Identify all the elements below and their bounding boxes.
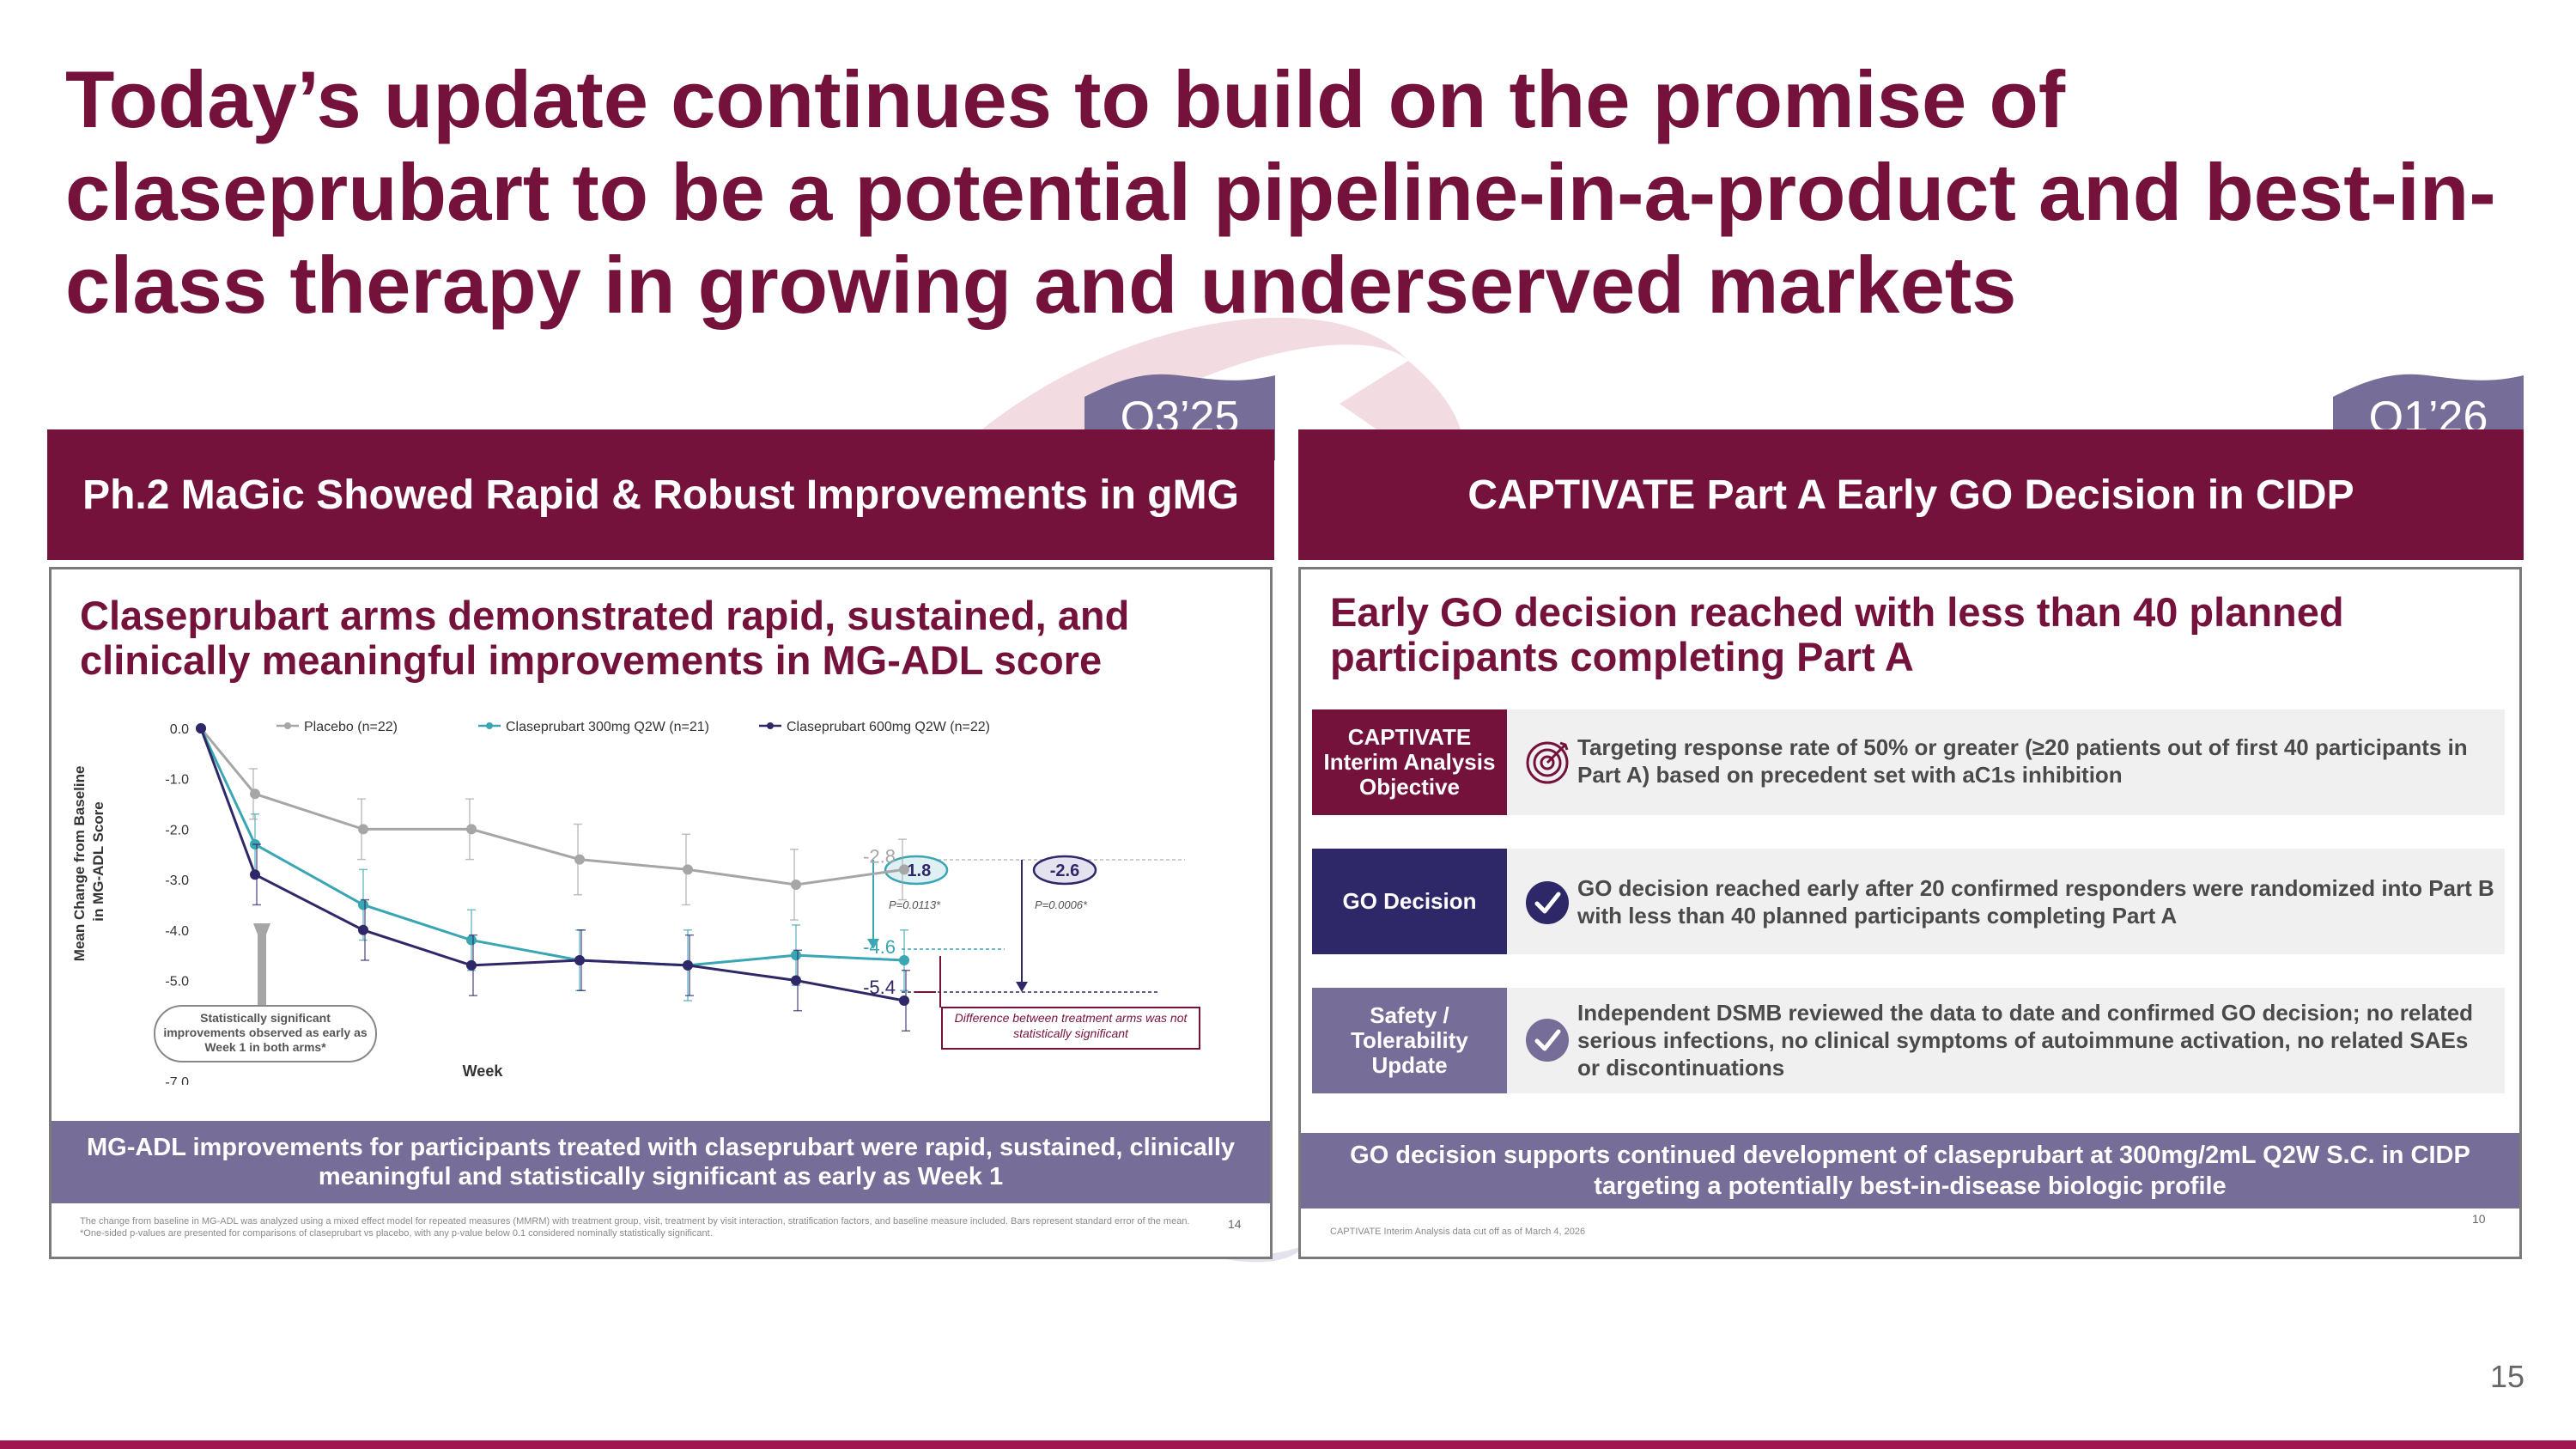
row-objective-label: CAPTIVATE Interim Analysis Objective [1312, 709, 1507, 815]
legend-label: Claseprubart 300mg Q2W (n=21) [506, 720, 709, 734]
right-footnote: CAPTIVATE Interim Analysis data cut off … [1330, 1227, 1586, 1237]
data-point [358, 924, 368, 935]
right-slide-number: 10 [2472, 1212, 2486, 1226]
p-value-300mg: P=0.0113* [889, 898, 941, 911]
legend-swatch-marker [767, 722, 774, 729]
note-fo: Difference between treatment arms was no… [954, 1011, 1188, 1040]
data-point [250, 869, 260, 880]
page-number: 15 [2489, 1359, 2524, 1394]
legend-swatch-marker [486, 722, 493, 729]
legend-label: Claseprubart 600mg Q2W (n=22) [787, 720, 990, 734]
data-point [791, 879, 801, 890]
series-end-label: -4.6 [863, 936, 896, 958]
y-tick-label: -4.0 [165, 924, 189, 939]
series-line [199, 728, 905, 1002]
data-point [196, 723, 206, 734]
bottom-rule [0, 1440, 2576, 1449]
week1-callout-text: Statistically significant improvements o… [163, 1011, 368, 1054]
data-point [899, 995, 909, 1006]
right-panel-title: Early GO decision reached with less than… [1330, 589, 2344, 679]
right-header: CAPTIVATE Part A Early GO Decision in CI… [1298, 429, 2524, 560]
y-tick-label: 0.0 [170, 722, 189, 737]
y-axis-label-line1: Mean Change from Baseline [71, 766, 88, 962]
data-point [683, 864, 693, 875]
left-footer-bar: MG-ADL improvements for participants tre… [52, 1121, 1270, 1203]
week1-callout-box [154, 1005, 377, 1062]
diff-arrow-600mg-head [1016, 982, 1028, 992]
row-safety-bg [1507, 988, 2505, 1093]
left-header: Ph.2 MaGic Showed Rapid & Robust Improve… [47, 429, 1274, 560]
y-tick-label: -2.0 [165, 823, 189, 837]
data-point [791, 975, 801, 986]
legend-label: Placebo (n=22) [304, 720, 398, 734]
data-point [791, 950, 801, 961]
note-box [941, 1007, 1200, 1050]
row-go-bg [1507, 849, 2505, 954]
y-axis-label: Mean Change from Baseline in MG-ADL Scor… [71, 762, 106, 961]
row-objective-text: Targeting response rate of 50% or greate… [1577, 734, 2468, 788]
row-go-label: GO Decision [1312, 849, 1507, 954]
row-safety-label: Safety / Tolerability Update [1312, 988, 1507, 1093]
series-end-label: -5.4 [863, 977, 896, 998]
p-value-600mg: P=0.0006* [1035, 898, 1088, 911]
data-point [899, 864, 909, 875]
legend-swatch-marker [284, 722, 291, 729]
right-panel: Early GO decision reached with less than… [1298, 567, 2522, 1259]
right-footer-bar: GO decision supports continued developme… [1301, 1133, 2519, 1209]
target-icon [1526, 741, 1569, 784]
data-point [899, 955, 909, 966]
left-panel: Claseprubart arms demonstrated rapid, su… [49, 567, 1273, 1259]
series-line [199, 728, 905, 967]
data-point [466, 824, 477, 835]
y-tick-label: -5.0 [165, 975, 189, 989]
note-text: Difference between treatment arms was no… [954, 1011, 1188, 1040]
slide-title: Today’s update continues to build on the… [65, 54, 2496, 330]
series-line [199, 728, 905, 886]
series-end-label: -2.8 [863, 845, 896, 867]
data-point [358, 824, 368, 835]
data-point [574, 854, 585, 865]
data-point [683, 959, 693, 971]
check-circle-icon [1526, 1019, 1569, 1062]
diff-value-600mg: -2.6 [1050, 861, 1079, 880]
diff-arrow-300mg-head [867, 939, 879, 949]
row-objective-bg [1507, 709, 2505, 815]
row-safety-text: Independent DSMB reviewed the data to da… [1577, 1000, 2474, 1081]
diff-badge-300mg [884, 855, 949, 886]
data-point [466, 935, 477, 946]
mg-adl-chart: Mean Change from Baseline in MG-ADL Scor… [71, 720, 1200, 1085]
data-point [358, 899, 368, 910]
y-tick-label: -7.0 [165, 1075, 189, 1085]
check-circle-icon [1526, 881, 1569, 924]
data-point [250, 788, 260, 800]
data-point [574, 955, 585, 966]
diff-badge-600mg [1032, 855, 1097, 886]
left-slide-number: 14 [1228, 1217, 1242, 1231]
y-axis-label-line2: in MG-ADL Score [90, 801, 106, 921]
y-tick-label: -3.0 [165, 874, 189, 888]
data-point [466, 959, 477, 971]
diff-value-300mg: -1.8 [902, 861, 931, 880]
left-footnote: The change from baseline in MG-ADL was a… [80, 1216, 1190, 1239]
left-panel-title: Claseprubart arms demonstrated rapid, su… [80, 593, 1130, 683]
week1-callout-arrow [253, 923, 270, 1008]
row-go-text: GO decision reached early after 20 confi… [1577, 875, 2494, 928]
y-tick-label: -1.0 [165, 773, 189, 788]
x-axis-label: Week [463, 1062, 504, 1080]
week1-callout-fo: Statistically significant improvements o… [163, 1011, 368, 1054]
